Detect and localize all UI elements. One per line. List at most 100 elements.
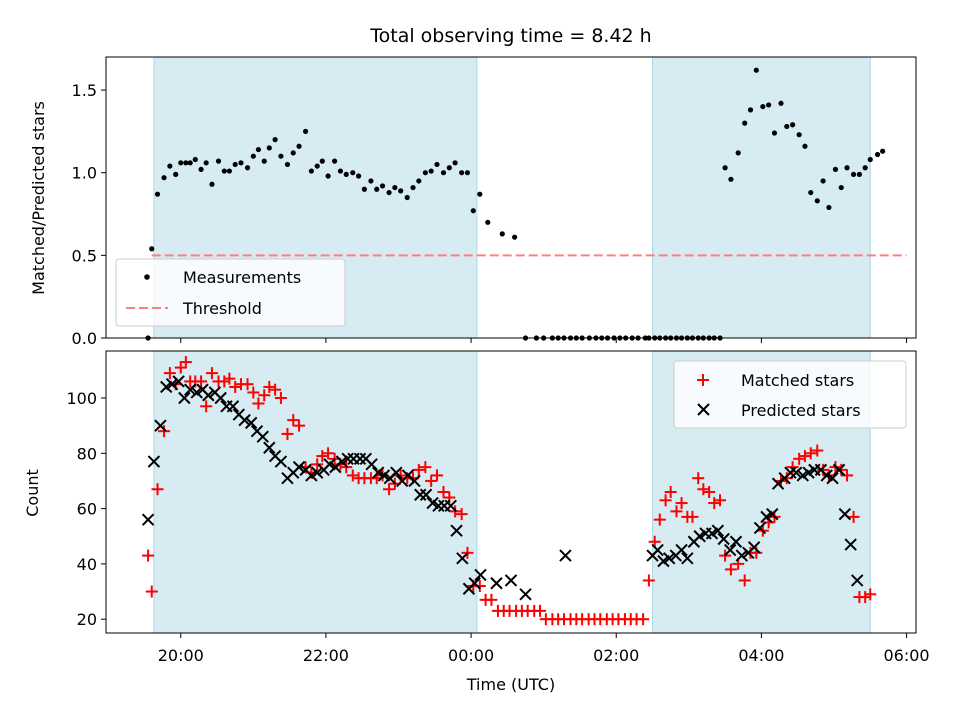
predicted-star-point xyxy=(504,574,518,587)
matched-star-point xyxy=(281,427,294,440)
matched-star-point xyxy=(263,380,276,393)
measurement-point xyxy=(255,146,262,153)
counts-axes-frame xyxy=(105,350,917,634)
measurement-point xyxy=(183,160,189,166)
matched-star-point xyxy=(847,510,860,523)
x-tick-label: 00:00 xyxy=(448,646,494,665)
predicted-star-point xyxy=(559,549,572,562)
matched-star-point xyxy=(258,389,271,402)
measurement-point xyxy=(512,234,518,240)
measurement-point xyxy=(832,166,839,172)
measurement-point xyxy=(154,191,161,197)
matched-star-point xyxy=(798,450,811,463)
legend-matched-label: Matched stars xyxy=(741,371,854,390)
measurement-point xyxy=(187,160,193,166)
ratio-x-ticks xyxy=(180,338,908,343)
y-tick-label: 100 xyxy=(66,389,97,408)
predicted-star-point xyxy=(747,541,761,554)
counts-legend: Matched stars Predicted stars xyxy=(673,360,907,429)
legend-predicted-label: Predicted stars xyxy=(741,401,861,420)
measurement-point xyxy=(238,160,244,166)
measurement-point xyxy=(149,246,155,252)
measurement-point xyxy=(325,173,331,179)
matched-star-point xyxy=(817,463,830,476)
predicted-star-point xyxy=(450,524,463,537)
ratio-y-axis-label: Matched/Predicted stars xyxy=(29,101,48,295)
measurement-point xyxy=(850,171,857,177)
matched-star-point xyxy=(804,447,817,460)
measurement-point xyxy=(192,156,198,163)
measurement-point xyxy=(244,165,251,171)
measurement-point xyxy=(272,137,278,143)
ratio-legend-box xyxy=(115,258,346,327)
ratio-y-ticks: 0.0 0.5 1.0 1.5 xyxy=(72,81,106,348)
predicted-star-point xyxy=(717,532,730,546)
measurement-point xyxy=(266,145,272,151)
predicted-star-point xyxy=(172,375,185,388)
measurement-point xyxy=(862,165,868,171)
measurement-point xyxy=(332,158,338,164)
y-tick-label: 1.0 xyxy=(72,164,97,183)
matched-star-point xyxy=(637,613,650,626)
measurement-point xyxy=(790,122,796,128)
measurement-point xyxy=(802,143,808,149)
predicted-star-point xyxy=(468,577,481,590)
matched-star-point xyxy=(142,549,155,562)
measurement-point xyxy=(742,120,748,126)
counts-y-axis-label: Count xyxy=(23,469,42,517)
counts-panel: 20 40 60 80 100 20:00 22:00 00:00 02:00 04:00 06:… xyxy=(23,350,930,694)
matched-star-point xyxy=(274,392,287,404)
matched-star-point xyxy=(864,588,877,601)
measurement-point xyxy=(796,132,802,138)
measurement-point xyxy=(778,100,784,106)
measurement-point xyxy=(215,158,222,164)
ratio-axes-frame xyxy=(105,56,917,339)
measurement-point xyxy=(735,150,741,156)
predicted-star-point xyxy=(419,488,433,501)
matched-star-point xyxy=(670,505,683,518)
matched-star-point xyxy=(793,452,806,465)
matched-star-point xyxy=(703,486,716,498)
predicted-star-point xyxy=(790,466,803,479)
matched-star-point xyxy=(859,591,872,604)
measurement-point xyxy=(221,168,227,174)
matched-star-point xyxy=(697,483,710,496)
matched-star-point xyxy=(724,563,737,576)
measurement-point xyxy=(880,148,886,154)
ratio-legend: Measurements Threshold xyxy=(115,258,346,327)
predicted-star-point xyxy=(408,474,421,488)
measurement-point xyxy=(284,161,291,168)
predicted-star-point xyxy=(263,441,276,454)
matched-star-point xyxy=(163,367,176,380)
matched-star-point xyxy=(200,400,213,413)
counts-legend-box xyxy=(673,360,907,429)
matched-star-point xyxy=(430,469,443,482)
measurement-point xyxy=(499,231,505,237)
measurement-point xyxy=(867,156,873,163)
predicted-star-point xyxy=(723,543,737,557)
matched-star-point xyxy=(229,380,242,393)
y-tick-label: 0.0 xyxy=(72,329,97,348)
measurement-point xyxy=(398,188,404,194)
measurement-point xyxy=(290,150,296,156)
matched-star-point xyxy=(174,361,187,374)
matched-star-point xyxy=(841,469,854,482)
measurement-point xyxy=(308,168,315,174)
matched-star-point xyxy=(179,356,192,369)
predicted-star-point xyxy=(753,521,767,535)
matched-star-point xyxy=(437,486,450,498)
measurement-point xyxy=(434,161,440,168)
measurement-point xyxy=(838,184,844,191)
predicted-star-point xyxy=(766,507,779,521)
measurement-point xyxy=(416,178,422,184)
measurement-point xyxy=(728,176,734,182)
predicted-star-point xyxy=(675,543,688,557)
predicted-star-point xyxy=(178,391,191,405)
predicted-star-point xyxy=(165,377,179,391)
measurement-point xyxy=(296,143,302,149)
matched-star-point xyxy=(738,574,751,587)
predicted-star-point xyxy=(474,568,487,582)
matched-star-point xyxy=(269,383,282,396)
legend-measurements-label: Measurements xyxy=(183,268,301,287)
measurement-point xyxy=(722,165,728,171)
